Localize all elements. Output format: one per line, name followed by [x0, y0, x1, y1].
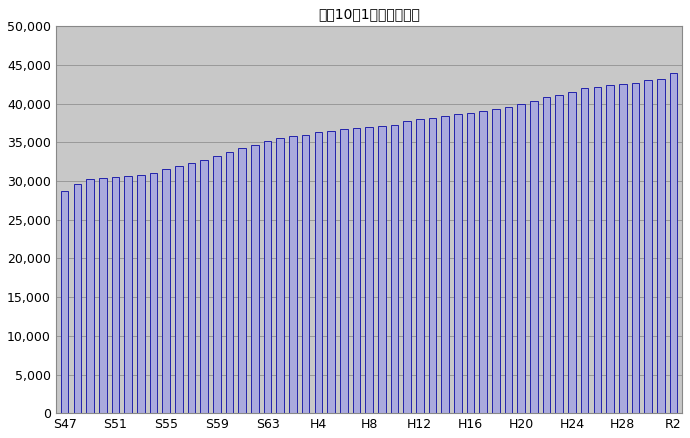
Bar	[112, 177, 119, 413]
Bar	[530, 101, 538, 413]
Bar	[404, 121, 411, 413]
Bar	[340, 129, 348, 413]
Bar	[644, 81, 652, 413]
Bar	[239, 148, 246, 413]
Bar	[61, 191, 68, 413]
Bar	[631, 83, 639, 413]
Bar	[162, 170, 170, 413]
Bar	[428, 117, 436, 413]
Bar	[581, 88, 589, 413]
Bar	[391, 125, 398, 413]
Bar	[568, 92, 575, 413]
Bar	[327, 131, 335, 413]
Bar	[619, 84, 627, 413]
Bar	[607, 85, 614, 413]
Bar	[593, 87, 601, 413]
Bar	[302, 134, 309, 413]
Bar	[543, 98, 551, 413]
Bar	[555, 95, 563, 413]
Bar	[669, 73, 678, 413]
Bar	[188, 163, 195, 413]
Bar	[378, 126, 386, 413]
Bar	[86, 180, 94, 413]
Bar	[466, 113, 474, 413]
Bar	[200, 160, 208, 413]
Bar	[480, 111, 487, 413]
Bar	[353, 128, 360, 413]
Bar	[518, 104, 525, 413]
Bar	[289, 136, 297, 413]
Bar	[442, 116, 449, 413]
Bar	[213, 156, 221, 413]
Bar	[99, 178, 106, 413]
Bar	[74, 184, 81, 413]
Bar	[416, 119, 424, 413]
Bar	[277, 138, 284, 413]
Bar	[137, 175, 145, 413]
Bar	[251, 145, 259, 413]
Title: 各年10月1日現在の人口: 各年10月1日現在の人口	[318, 7, 420, 21]
Bar	[150, 173, 157, 413]
Bar	[315, 132, 322, 413]
Bar	[175, 166, 183, 413]
Bar	[454, 114, 462, 413]
Bar	[505, 107, 513, 413]
Bar	[124, 177, 132, 413]
Bar	[492, 109, 500, 413]
Bar	[264, 141, 271, 413]
Bar	[657, 79, 664, 413]
Bar	[365, 127, 373, 413]
Bar	[226, 152, 233, 413]
